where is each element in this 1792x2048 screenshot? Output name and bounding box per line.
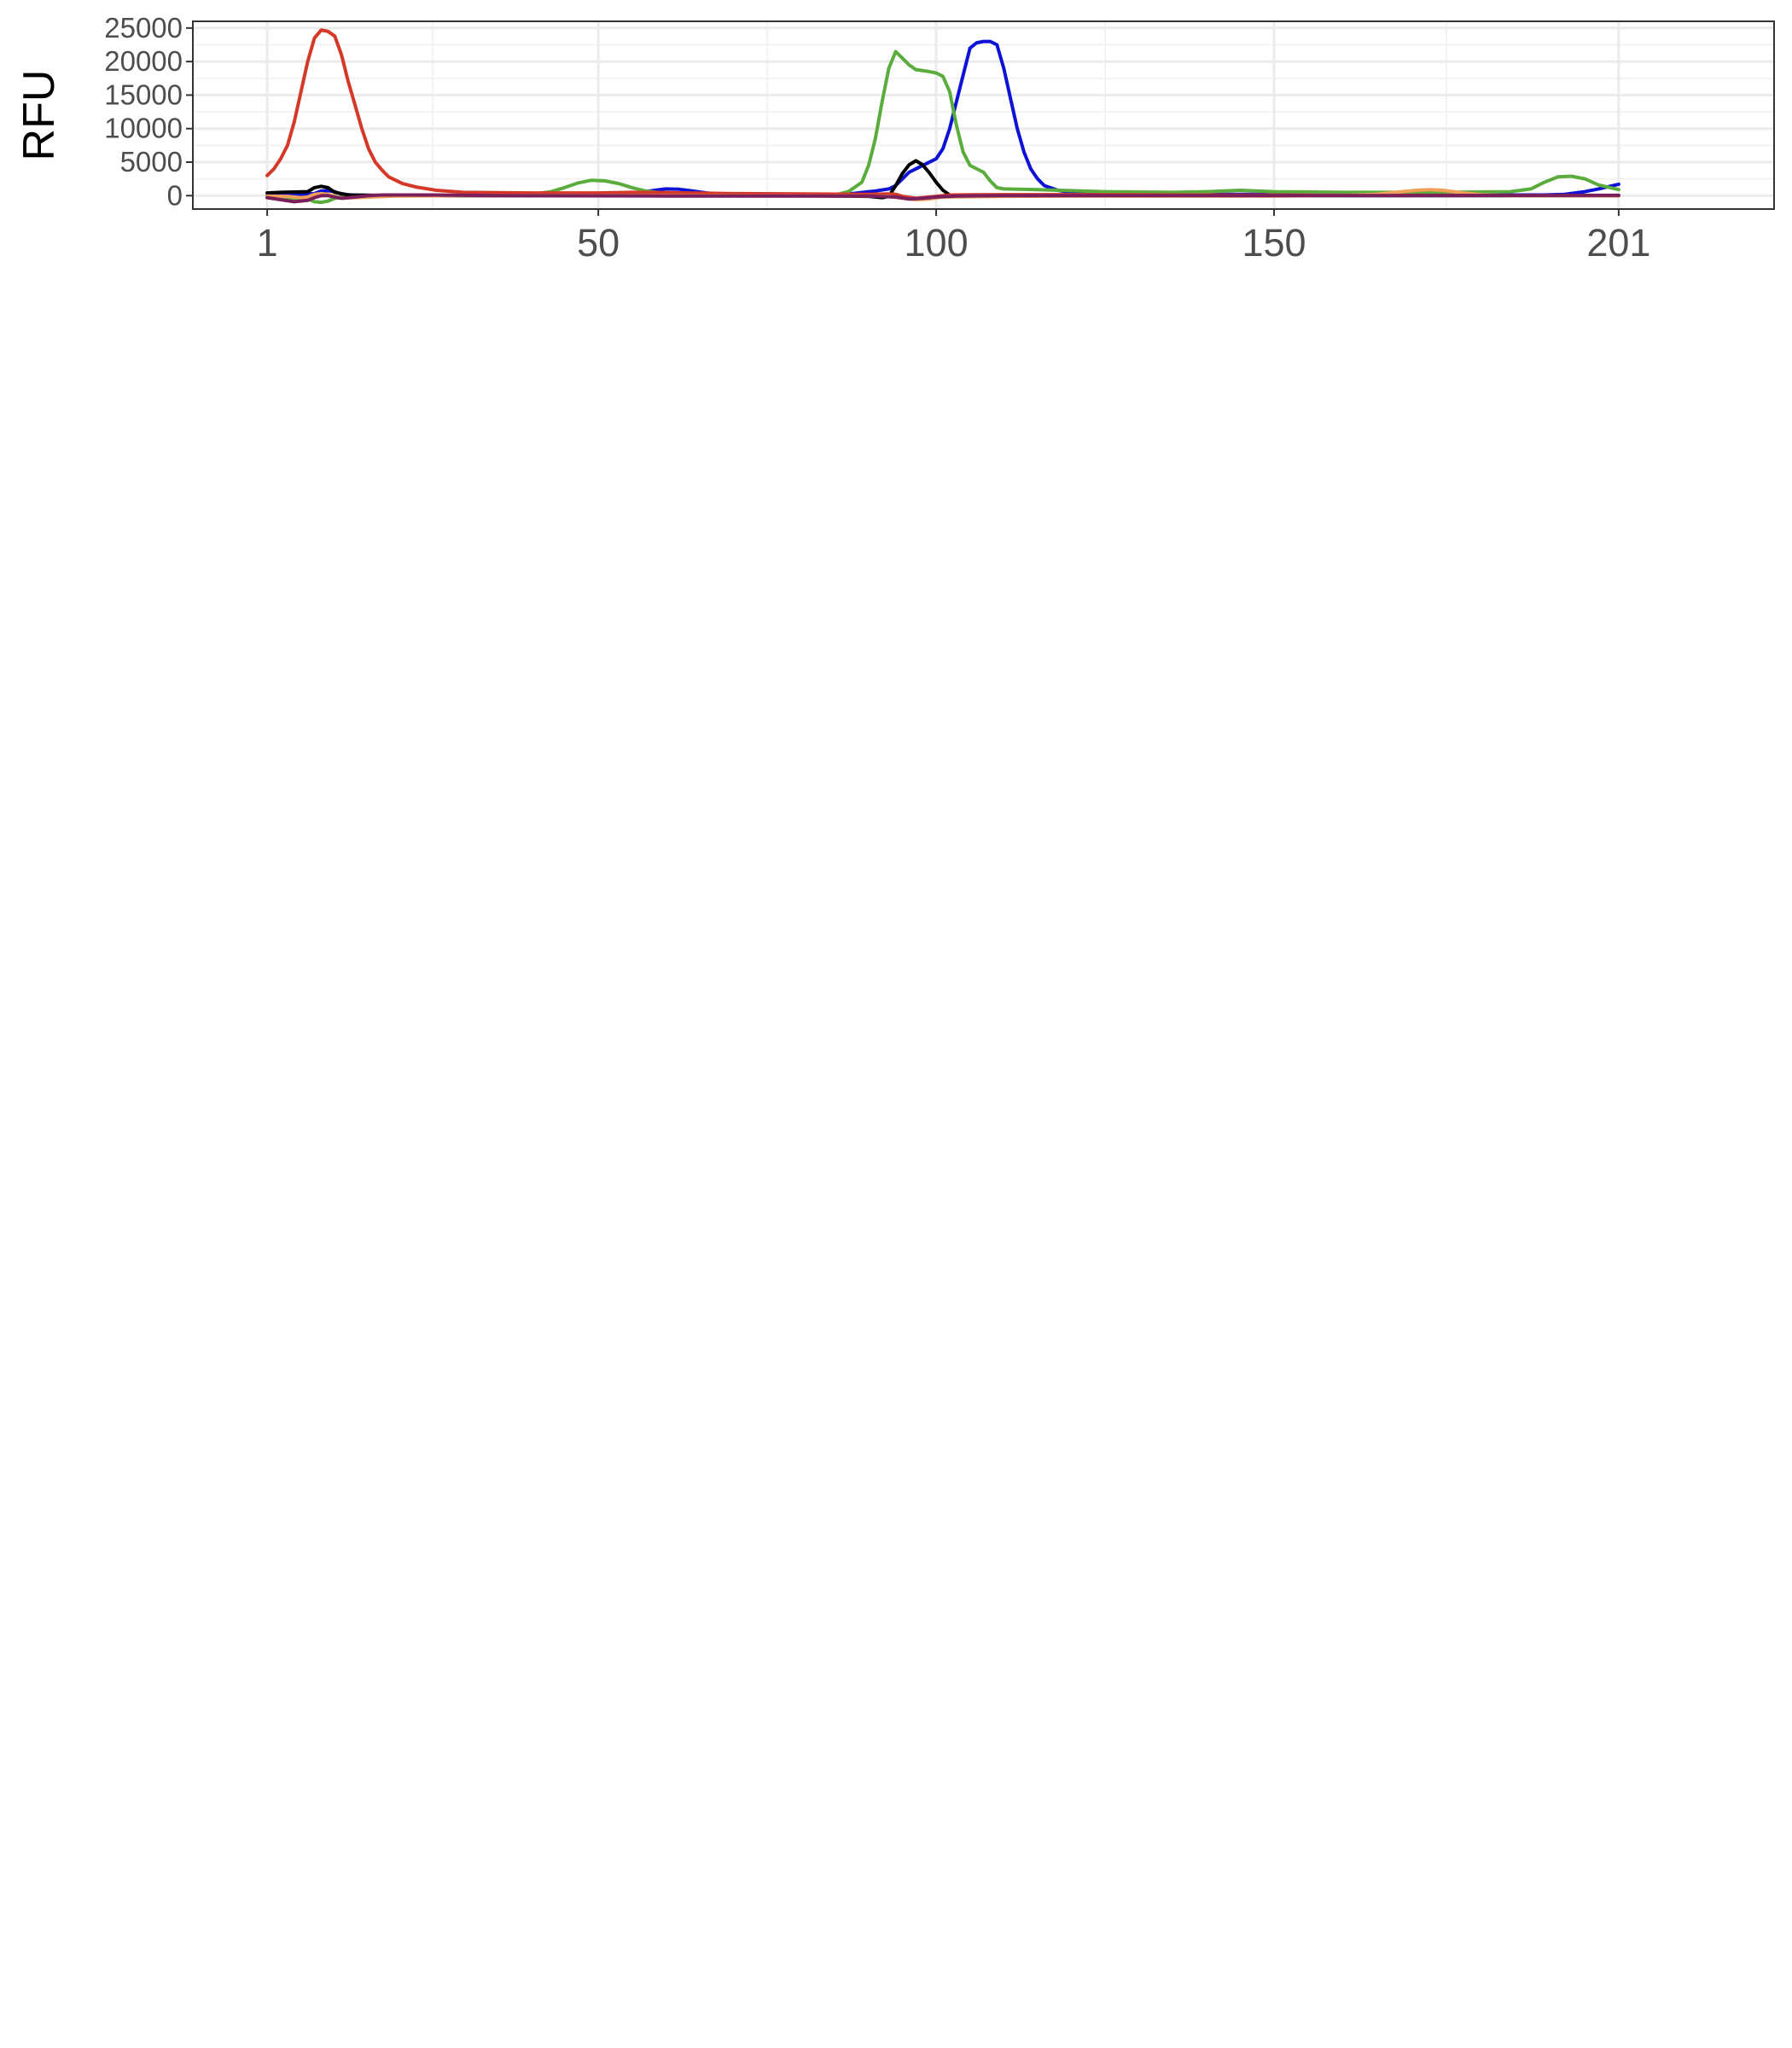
series-line-1 <box>265 193 1620 204</box>
x-tick-label: 150 <box>1242 221 1306 265</box>
panel-background <box>193 21 1774 209</box>
x-tick-label: 1 <box>257 221 278 265</box>
y-tick-label: 5000 <box>120 146 183 177</box>
y-axis-title: RFU <box>15 70 64 161</box>
series-group <box>265 28 1620 205</box>
x-tick-label: 201 <box>1586 221 1650 265</box>
x-tick-label: 50 <box>577 221 620 265</box>
y-tick-label: 15000 <box>104 79 183 110</box>
panel-border <box>192 20 1775 210</box>
y-tick-label: 0 <box>167 179 183 211</box>
y-tick-label: 20000 <box>104 45 183 77</box>
y-tick-label: 25000 <box>104 12 183 44</box>
y-tick-label: 10000 <box>104 113 183 144</box>
x-tick-label: 100 <box>905 221 969 265</box>
